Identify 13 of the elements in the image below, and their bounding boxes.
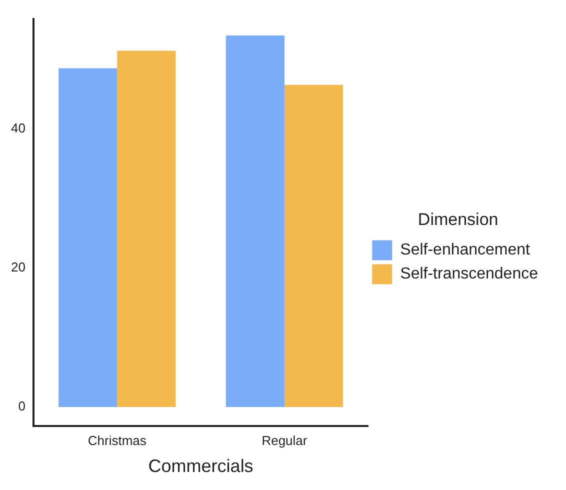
y-tick-label: 40 bbox=[10, 120, 26, 136]
x-tick-label: Christmas bbox=[88, 433, 147, 448]
bar bbox=[117, 50, 176, 408]
x-axis-title: Commercials bbox=[148, 456, 254, 476]
legend-label: Self-transcendence bbox=[400, 266, 538, 283]
legend-label: Self-enhancement bbox=[400, 242, 531, 259]
x-tick-label: Regular bbox=[262, 433, 308, 448]
bar bbox=[226, 36, 284, 408]
bar bbox=[284, 84, 344, 408]
legend-title: Dimension bbox=[418, 210, 498, 229]
bar bbox=[58, 68, 118, 408]
y-tick-label: 20 bbox=[10, 259, 26, 274]
y-tick-label: 0 bbox=[18, 398, 26, 414]
